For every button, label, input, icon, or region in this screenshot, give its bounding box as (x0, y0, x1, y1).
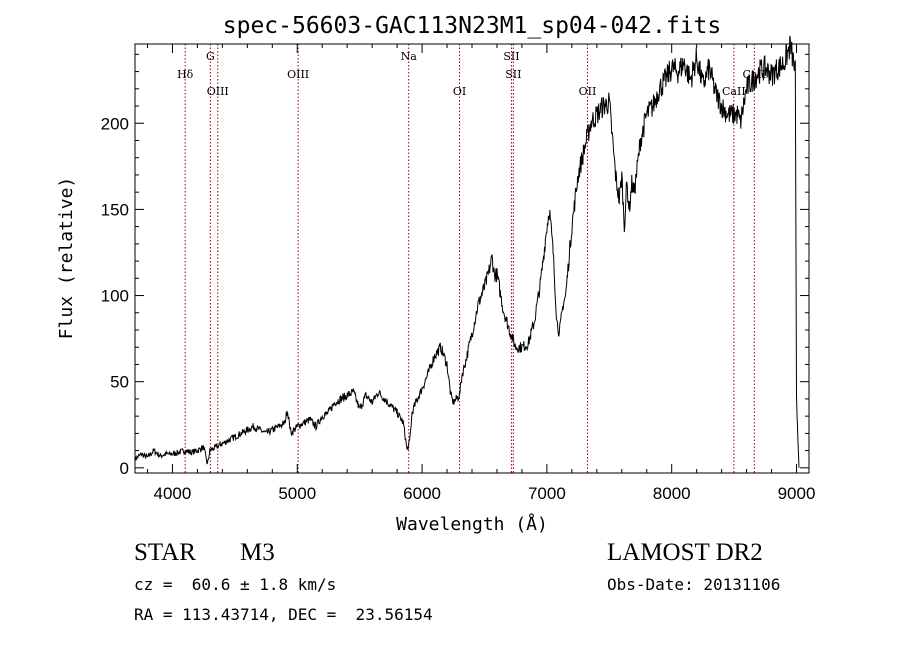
y-tick-label: 200 (101, 114, 129, 133)
plot-frame (134, 43, 810, 474)
marker-label-hδ: Hδ (177, 68, 194, 81)
x-tick-label: 7000 (528, 484, 566, 503)
y-axis-label: Flux (relative) (56, 177, 77, 340)
object-class: STAR (134, 539, 196, 566)
x-tick-label: 8000 (653, 484, 691, 503)
marker-label-na: Na (401, 50, 418, 63)
survey-name: LAMOST DR2 (607, 539, 763, 566)
x-tick-label: 9000 (778, 484, 816, 503)
chart-title: spec-56603-GAC113N23M1_sp04-042.fits (223, 13, 722, 39)
object-subclass: M3 (240, 539, 275, 566)
marker-label-oii: OII (579, 85, 597, 98)
marker-label-oiii: OIII (207, 85, 229, 98)
y-tick-label: 100 (101, 287, 129, 306)
marker-label-oi: OI (453, 85, 466, 98)
x-tick-label: 5000 (278, 484, 316, 503)
x-axis-label: Wavelength (Å) (396, 513, 548, 535)
y-tick-label: 150 (101, 200, 129, 219)
marker-label-caii: CaII (722, 85, 746, 98)
marker-label-g: G (206, 50, 215, 63)
y-tick-label: 0 (120, 459, 129, 478)
x-tick-label: 6000 (403, 484, 441, 503)
x-tick-label: 4000 (154, 484, 192, 503)
marker-label-sii: SII (505, 68, 521, 81)
y-tick-label: 50 (110, 373, 129, 392)
redshift-value: cz = 60.6 ± 1.8 km/s (134, 575, 337, 594)
axes: 4000 5000 6000 7000 8000 9000 0 50 100 150 200 (101, 44, 816, 503)
spectrum-line (134, 35, 800, 468)
observation-date: Obs-Date: 20131106 (607, 575, 781, 594)
marker-label-sii: SII (503, 50, 519, 63)
marker-label-oiii: OIII (287, 68, 309, 81)
coordinates: RA = 113.43714, DEC = 23.56154 (134, 605, 433, 624)
